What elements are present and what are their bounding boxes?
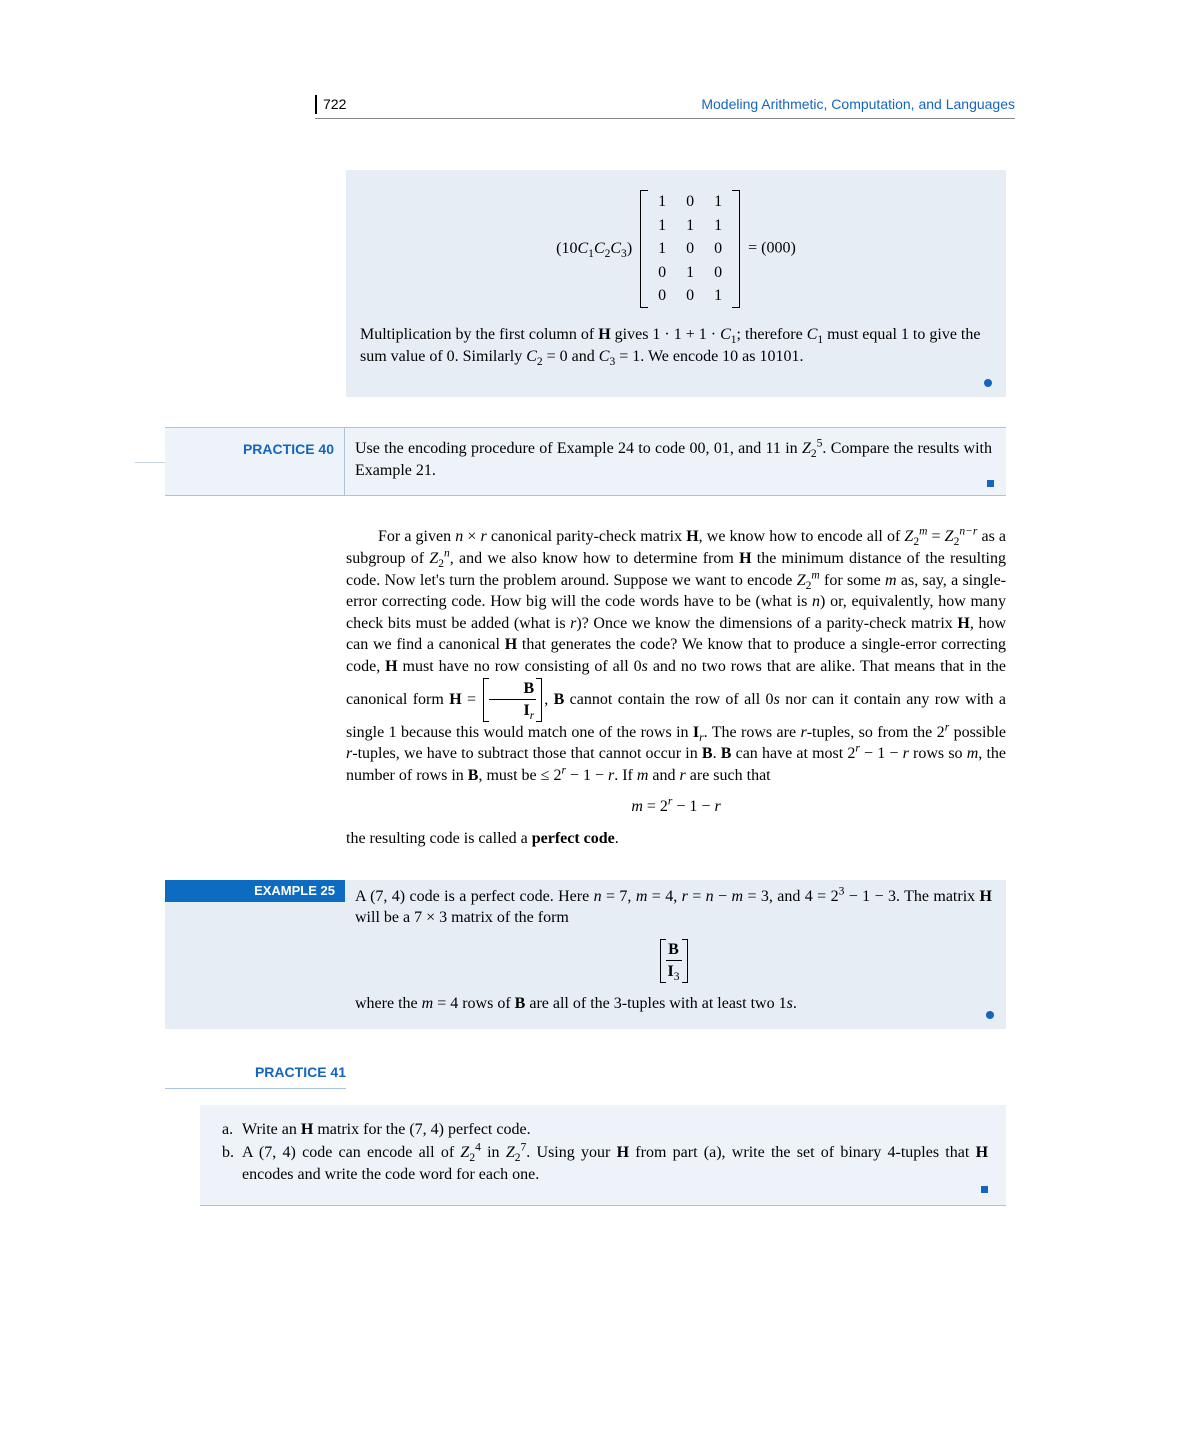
matrix-equation: (10C1C2C3) 101 111 100 010 001 = (000) xyxy=(360,190,992,308)
list-marker: b. xyxy=(222,1142,242,1185)
rhs: = (000) xyxy=(748,240,796,257)
practice-41-body: a. Write an H matrix for the (7, 4) perf… xyxy=(200,1105,1006,1207)
example-body: A (7, 4) code is a perfect code. Here n … xyxy=(345,880,1006,1029)
practice-body: Use the encoding procedure of Example 24… xyxy=(345,428,1006,495)
list-marker: a. xyxy=(222,1119,242,1141)
matrix-cell: 1 xyxy=(704,214,732,238)
matrix-cell: 1 xyxy=(676,214,704,238)
list-item-a: a. Write an H matrix for the (7, 4) perf… xyxy=(222,1119,988,1141)
list-item-b: b. A (7, 4) code can encode all of Z24 i… xyxy=(222,1142,988,1185)
matrix-cell: 1 xyxy=(676,261,704,285)
page-number: 722 xyxy=(315,95,346,114)
example-tag: EXAMPLE 25 xyxy=(165,880,345,1029)
matrix-cell: 0 xyxy=(704,237,732,261)
practice-40: PRACTICE 40 Use the encoding procedure o… xyxy=(165,427,1006,496)
main-paragraph: For a given n × r canonical parity-check… xyxy=(346,526,1006,849)
matrix-cell: 1 xyxy=(648,190,676,214)
matrix-cell: 1 xyxy=(648,214,676,238)
matrix-cell: 0 xyxy=(704,261,732,285)
matrix-cell: 0 xyxy=(648,284,676,308)
matrix-cell: 1 xyxy=(704,284,732,308)
matrix-cell: 0 xyxy=(648,261,676,285)
end-marker-icon xyxy=(986,1011,994,1019)
chapter-title: Modeling Arithmetic, Computation, and La… xyxy=(701,95,1015,114)
matrix-cell: 1 xyxy=(704,190,732,214)
example-label: EXAMPLE 25 xyxy=(165,880,345,902)
practice-41-label: PRACTICE 41 xyxy=(165,1063,346,1089)
equation: m = 2r − 1 − r xyxy=(346,796,1006,818)
matrix-table: 101 111 100 010 001 xyxy=(648,190,732,308)
perfect-code-line: the resulting code is called a perfect c… xyxy=(346,828,1006,850)
end-marker-icon xyxy=(981,1186,988,1193)
page: 722 Modeling Arithmetic, Computation, an… xyxy=(0,0,1200,1451)
practice-label: PRACTICE 40 xyxy=(165,428,345,495)
example-25: EXAMPLE 25 A (7, 4) code is a perfect co… xyxy=(165,880,1006,1029)
box1-para: Multiplication by the first column of H … xyxy=(360,324,992,367)
matrix: 101 111 100 010 001 xyxy=(640,190,740,308)
matrix-cell: 1 xyxy=(648,237,676,261)
small-matrix-bi: BIr xyxy=(483,678,542,722)
lhs-prefix: (10C1C2C3) xyxy=(556,240,632,257)
end-marker-icon xyxy=(984,379,992,387)
matrix-cell: 0 xyxy=(676,190,704,214)
matrix-cell: 0 xyxy=(676,284,704,308)
list-text: Write an H matrix for the (7, 4) perfect… xyxy=(242,1119,988,1141)
end-marker-icon xyxy=(987,480,994,487)
matrix-box: (10C1C2C3) 101 111 100 010 001 = (000) M… xyxy=(346,170,1006,397)
page-header: 722 Modeling Arithmetic, Computation, an… xyxy=(315,95,1015,119)
list-text: A (7, 4) code can encode all of Z24 in Z… xyxy=(242,1142,988,1185)
small-matrix-bi3: BI3 xyxy=(660,939,688,983)
matrix-cell: 0 xyxy=(676,237,704,261)
